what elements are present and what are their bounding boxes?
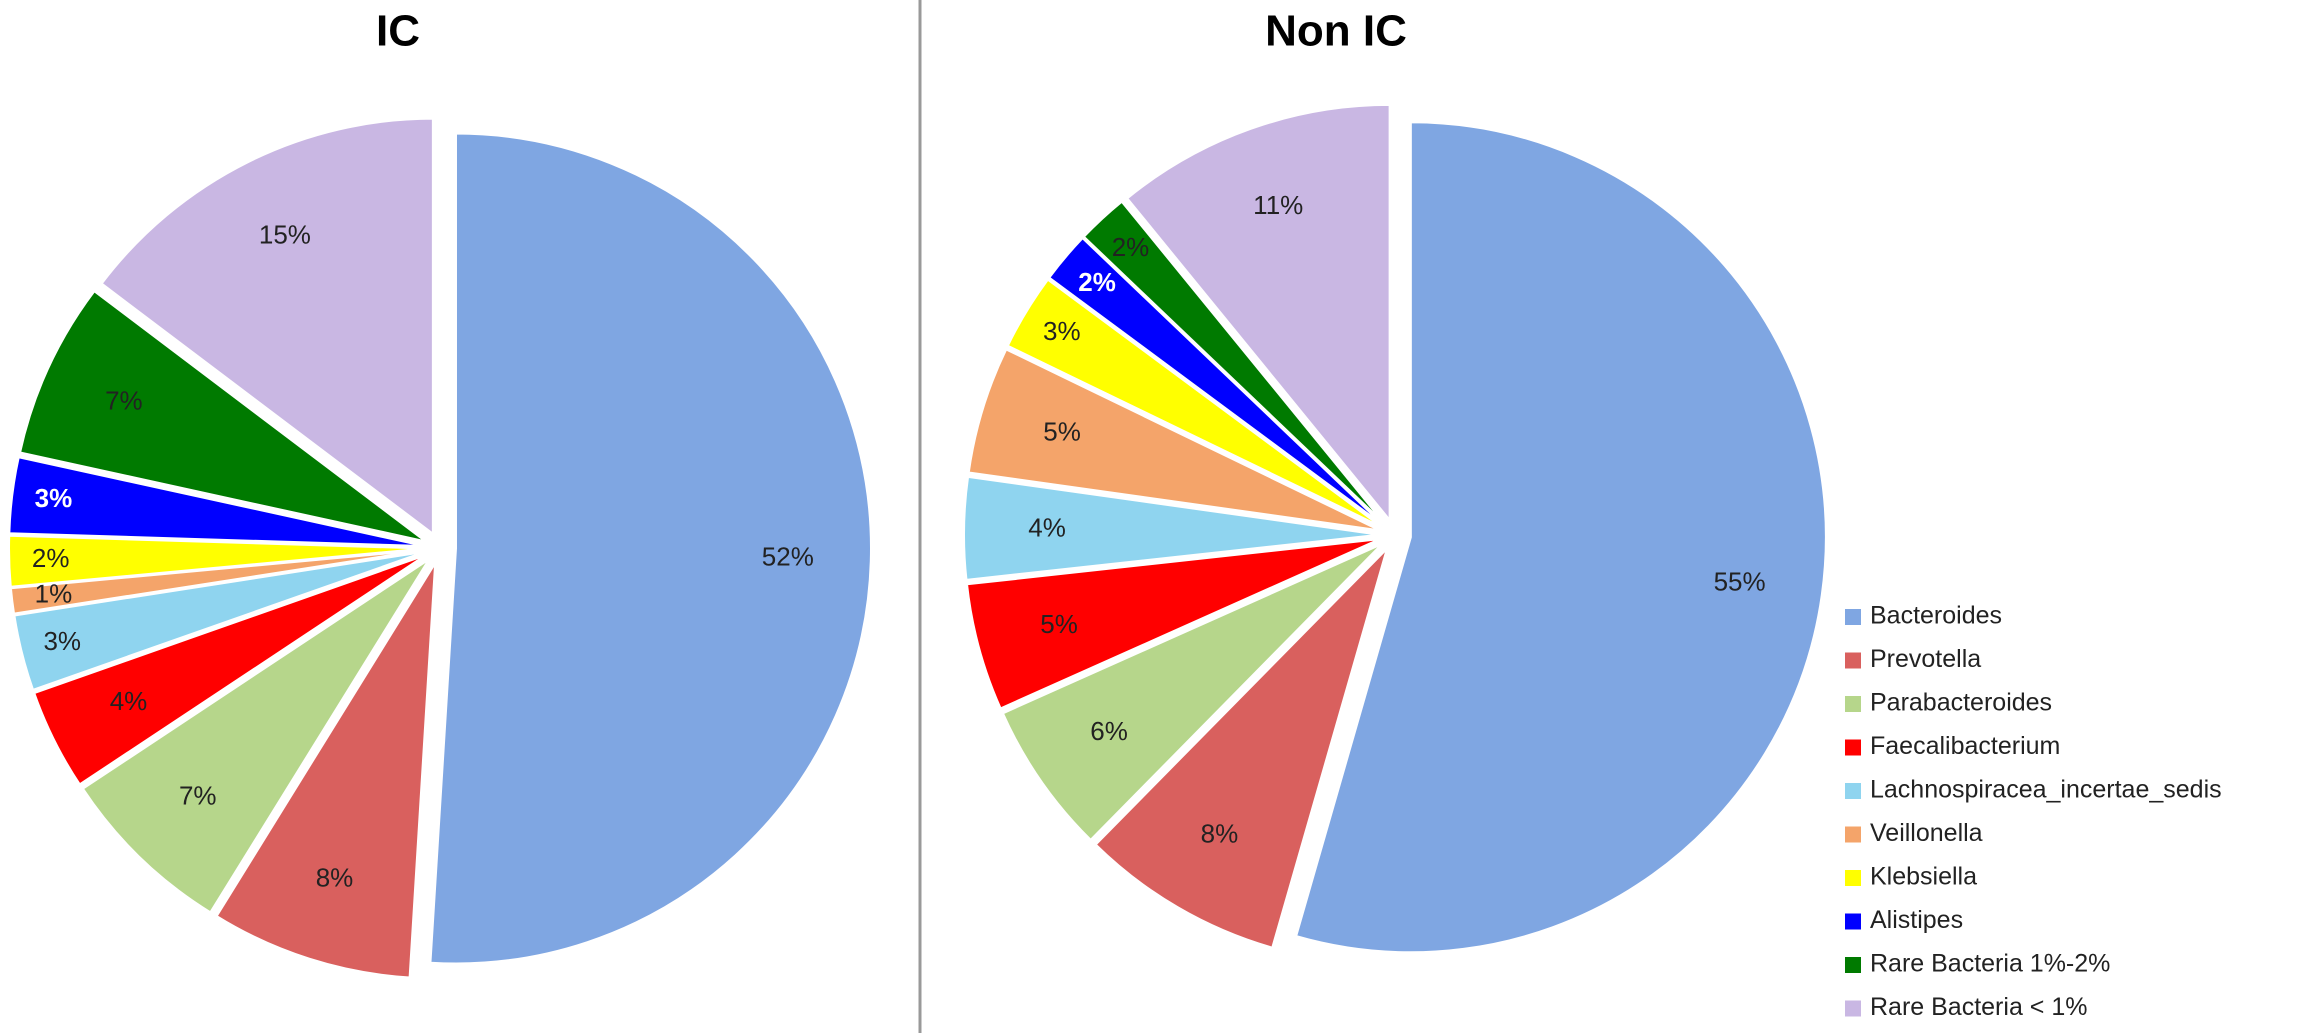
legend-label: Klebsiella [1870, 863, 1977, 891]
chart-title: IC [376, 7, 420, 56]
pie-slice [1001, 543, 1383, 842]
pie-slice [429, 132, 872, 965]
pie-slice [963, 475, 1380, 581]
pie-slice [1006, 278, 1382, 528]
data-label: 7% [105, 385, 143, 415]
data-label: 2% [1078, 267, 1116, 297]
pie-slice [8, 534, 425, 588]
pie-slice [1125, 103, 1391, 523]
data-label: 52% [762, 542, 814, 572]
legend-label: Rare Bacteria 1%-2% [1870, 950, 2110, 978]
legend-label: Prevotella [1870, 645, 1981, 673]
legend-swatch [1845, 652, 1861, 669]
pie-slice [965, 538, 1380, 710]
legend-swatch [1845, 783, 1861, 799]
legend-swatch [1845, 913, 1861, 930]
data-label: 15% [259, 219, 311, 249]
pie-slice [18, 289, 427, 543]
legend-swatch [1845, 826, 1861, 843]
data-label: 5% [1043, 417, 1081, 447]
data-label: 4% [1028, 512, 1066, 542]
data-label: 2% [1112, 232, 1150, 262]
legend-swatch [1845, 957, 1861, 973]
data-label: 6% [1090, 716, 1128, 746]
data-label: 4% [110, 686, 148, 716]
pie-slice [9, 548, 425, 615]
pie-slice [967, 348, 1381, 532]
data-label: 11% [1253, 190, 1303, 220]
legend-swatch [1845, 1000, 1861, 1017]
pie-slice [13, 550, 425, 692]
data-label: 3% [1043, 316, 1081, 346]
legend-swatch [1845, 739, 1861, 756]
legend-label: Bacteroides [1870, 602, 2002, 630]
pie-slice [8, 456, 425, 548]
pie-slice [1294, 121, 1827, 954]
data-label: 2% [32, 543, 70, 573]
legend-swatch [1845, 696, 1861, 712]
chart-title: Non IC [1265, 7, 1407, 56]
data-label: 8% [1201, 818, 1239, 848]
data-label: 8% [316, 862, 354, 892]
pie-slice [32, 554, 427, 786]
pie-slice [81, 558, 430, 914]
data-label: 5% [1040, 609, 1078, 639]
legend-swatch [1845, 870, 1861, 886]
pie-slice [1094, 548, 1388, 949]
data-label: 3% [43, 626, 81, 656]
legend-label: Rare Bacteria < 1% [1870, 993, 2087, 1021]
pie-slice [1047, 236, 1384, 526]
pie-slice [215, 562, 437, 979]
legend-label: Lachnospiracea_incertae_sedis [1870, 776, 2222, 804]
data-label: 55% [1714, 566, 1766, 596]
legend-label: Faecalibacterium [1870, 732, 2060, 760]
legend-label: Alistipes [1870, 906, 1963, 934]
pie-slice [100, 117, 434, 536]
pie-slice [1082, 200, 1385, 524]
legend-label: Veillonella [1870, 819, 1983, 847]
data-label: 7% [179, 781, 217, 811]
data-label: 3% [35, 483, 73, 513]
legend-label: Parabacteroides [1870, 689, 2052, 717]
legend-swatch [1845, 609, 1861, 625]
